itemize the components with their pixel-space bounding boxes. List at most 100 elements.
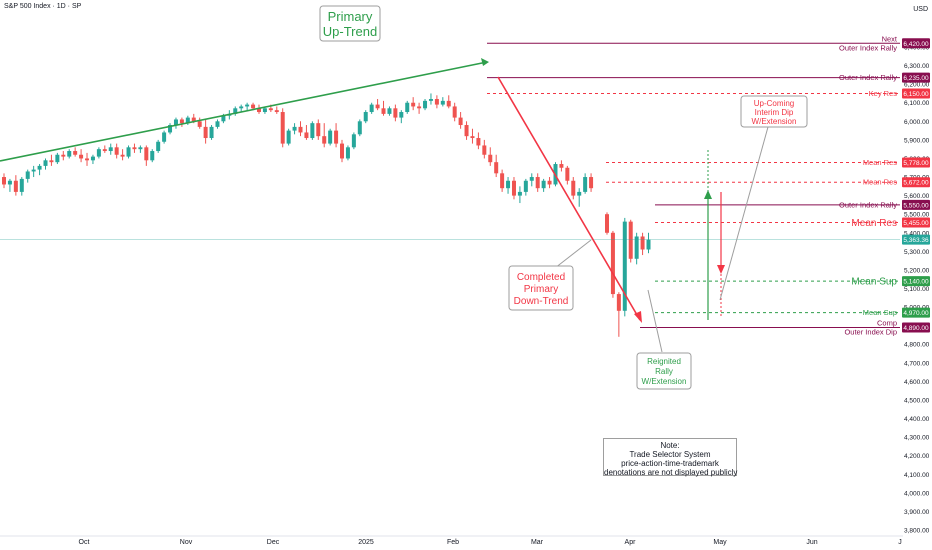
candle-body[interactable] xyxy=(393,108,398,118)
candle-body[interactable] xyxy=(292,126,297,131)
candle-body[interactable] xyxy=(494,162,499,174)
candle-body[interactable] xyxy=(162,132,167,142)
candle-body[interactable] xyxy=(452,106,457,118)
candle-body[interactable] xyxy=(646,239,651,250)
candle-body[interactable] xyxy=(500,173,505,189)
candle-body[interactable] xyxy=(262,108,267,113)
candle-body[interactable] xyxy=(434,99,439,105)
candle-body[interactable] xyxy=(37,165,42,170)
candle-body[interactable] xyxy=(132,147,137,150)
candle-body[interactable] xyxy=(55,154,60,163)
candle-body[interactable] xyxy=(168,125,173,133)
candle-body[interactable] xyxy=(583,177,588,192)
candle-body[interactable] xyxy=(120,154,125,157)
candle-body[interactable] xyxy=(197,121,202,127)
candle-body[interactable] xyxy=(322,136,327,144)
candle-body[interactable] xyxy=(209,126,214,139)
candle-body[interactable] xyxy=(616,294,621,311)
candle-body[interactable] xyxy=(43,160,48,166)
candle-body[interactable] xyxy=(511,180,516,196)
candle-body[interactable] xyxy=(67,151,72,157)
candle-body[interactable] xyxy=(547,180,552,185)
candle-body[interactable] xyxy=(96,149,101,157)
candle-body[interactable] xyxy=(49,160,54,163)
candle-body[interactable] xyxy=(640,236,645,250)
candle-body[interactable] xyxy=(464,125,469,137)
candle-body[interactable] xyxy=(375,104,380,109)
candle-body[interactable] xyxy=(411,102,416,107)
candle-body[interactable] xyxy=(85,158,90,161)
candle-body[interactable] xyxy=(328,130,333,144)
candle-body[interactable] xyxy=(274,110,279,113)
candle-body[interactable] xyxy=(559,164,564,168)
candle-body[interactable] xyxy=(446,100,451,107)
candle-body[interactable] xyxy=(634,236,639,259)
candle-body[interactable] xyxy=(185,117,190,124)
candle-body[interactable] xyxy=(482,145,487,155)
candle-body[interactable] xyxy=(488,154,493,163)
candle-body[interactable] xyxy=(156,141,161,152)
primary-up-trend-line[interactable] xyxy=(0,61,488,162)
candle-body[interactable] xyxy=(476,138,481,146)
candle-body[interactable] xyxy=(571,180,576,196)
candle-body[interactable] xyxy=(79,154,84,159)
candle-body[interactable] xyxy=(381,108,386,114)
candle-body[interactable] xyxy=(7,180,12,185)
candle-body[interactable] xyxy=(399,112,404,118)
candle-body[interactable] xyxy=(221,115,226,122)
candle-body[interactable] xyxy=(251,104,256,109)
candle-body[interactable] xyxy=(529,177,534,181)
candle-body[interactable] xyxy=(541,180,546,189)
candle-body[interactable] xyxy=(369,104,374,113)
candle-body[interactable] xyxy=(589,177,594,189)
candle-body[interactable] xyxy=(268,108,273,111)
candle-body[interactable] xyxy=(102,149,107,152)
candle-body[interactable] xyxy=(150,151,155,161)
candle-body[interactable] xyxy=(417,106,422,109)
candle-body[interactable] xyxy=(458,117,463,126)
primary-down-trend-line[interactable] xyxy=(497,76,641,321)
candle-body[interactable] xyxy=(628,221,633,259)
candle-body[interactable] xyxy=(340,143,345,159)
candle-body[interactable] xyxy=(334,130,339,144)
candle-body[interactable] xyxy=(304,132,309,139)
candle-body[interactable] xyxy=(428,99,433,101)
candle-body[interactable] xyxy=(61,154,66,157)
candle-body[interactable] xyxy=(387,108,392,114)
candle-body[interactable] xyxy=(90,156,95,161)
candle-body[interactable] xyxy=(405,102,410,113)
candle-body[interactable] xyxy=(138,147,143,150)
candle-body[interactable] xyxy=(351,134,356,148)
candle-body[interactable] xyxy=(203,126,208,139)
candle-body[interactable] xyxy=(577,191,582,196)
candle-body[interactable] xyxy=(144,147,149,161)
candle-body[interactable] xyxy=(565,167,570,181)
candle-body[interactable] xyxy=(440,100,445,105)
candle-body[interactable] xyxy=(108,147,113,152)
candle-body[interactable] xyxy=(310,123,315,139)
candle-body[interactable] xyxy=(31,169,36,172)
candle-body[interactable] xyxy=(239,106,244,109)
candle-body[interactable] xyxy=(316,123,321,137)
candle-body[interactable] xyxy=(605,214,609,233)
candle-body[interactable] xyxy=(73,151,78,155)
candle-body[interactable] xyxy=(233,108,238,114)
candle-body[interactable] xyxy=(179,119,184,124)
candle-body[interactable] xyxy=(256,108,261,113)
candle-body[interactable] xyxy=(173,119,178,126)
candle-body[interactable] xyxy=(114,147,119,155)
candle-body[interactable] xyxy=(506,180,511,189)
candle-body[interactable] xyxy=(19,178,24,192)
candle-body[interactable] xyxy=(523,180,528,192)
candle-body[interactable] xyxy=(126,147,131,157)
candle-body[interactable] xyxy=(25,171,30,179)
candle-body[interactable] xyxy=(345,147,350,159)
candle-body[interactable] xyxy=(215,121,220,127)
candle-body[interactable] xyxy=(280,112,285,144)
candle-body[interactable] xyxy=(298,126,303,133)
candle-body[interactable] xyxy=(363,112,368,122)
candle-body[interactable] xyxy=(286,130,291,144)
candle-body[interactable] xyxy=(610,232,615,295)
candle-body[interactable] xyxy=(423,100,428,109)
